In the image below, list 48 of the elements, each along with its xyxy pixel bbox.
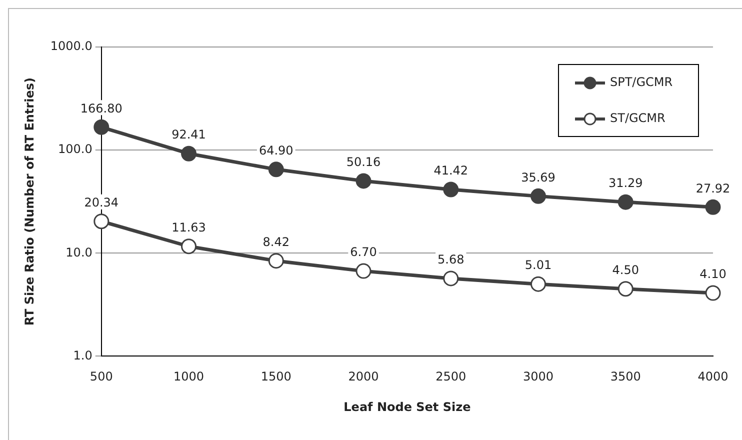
data-label: 11.63	[172, 220, 206, 234]
point	[705, 285, 721, 301]
x-tick-label: 2500	[436, 370, 466, 384]
x-axis-title: Leaf Node Set Size	[344, 400, 471, 414]
x-tick-label: 1000	[173, 370, 204, 384]
point	[443, 270, 459, 286]
data-label: 27.92	[696, 181, 730, 196]
y-tick-label: 100.0	[58, 142, 92, 156]
legend-label: SPT/GCMR	[610, 75, 673, 90]
data-label: 20.34	[84, 195, 119, 210]
x-tick-label: 4000	[698, 370, 728, 384]
data-label: 4.50	[612, 263, 639, 277]
y-tick-label: 1.0	[73, 348, 92, 362]
data-label: 50.16	[346, 155, 381, 170]
x-tick-label: 500	[90, 370, 113, 384]
point	[618, 194, 634, 210]
point	[181, 146, 197, 162]
point	[530, 188, 546, 204]
point	[268, 162, 284, 178]
point	[530, 276, 546, 292]
point	[705, 199, 721, 215]
data-label: 4.10	[700, 267, 726, 282]
y-axis-title: RT Size Ratio (Number of RT Entries)	[22, 78, 36, 326]
point	[181, 238, 197, 254]
x-tick-label: 3500	[610, 370, 641, 384]
y-tick-label: 1000.0	[50, 39, 92, 54]
legend-label: ST/GCMR	[610, 111, 666, 126]
data-label: 5.68	[438, 252, 464, 267]
data-label: 64.90	[258, 144, 294, 158]
point	[268, 253, 284, 269]
x-tick-label: 2000	[348, 370, 379, 384]
data-label: 35.69	[521, 170, 556, 184]
data-label: 8.42	[262, 234, 290, 249]
y-tick-label: 10.0	[66, 245, 92, 260]
point	[356, 263, 372, 279]
data-label: 6.70	[350, 245, 377, 260]
data-label: 41.42	[434, 164, 468, 178]
point	[443, 182, 459, 198]
data-label: 166.80	[80, 101, 122, 116]
point	[356, 173, 372, 189]
point	[618, 281, 634, 297]
data-label: 92.41	[172, 128, 206, 142]
x-tick-label: 1500	[260, 370, 292, 384]
point	[94, 214, 110, 230]
x-tick-label: 3000	[522, 370, 554, 384]
data-label: 5.01	[524, 258, 552, 272]
point	[94, 119, 110, 135]
data-label: 31.29	[608, 176, 643, 190]
